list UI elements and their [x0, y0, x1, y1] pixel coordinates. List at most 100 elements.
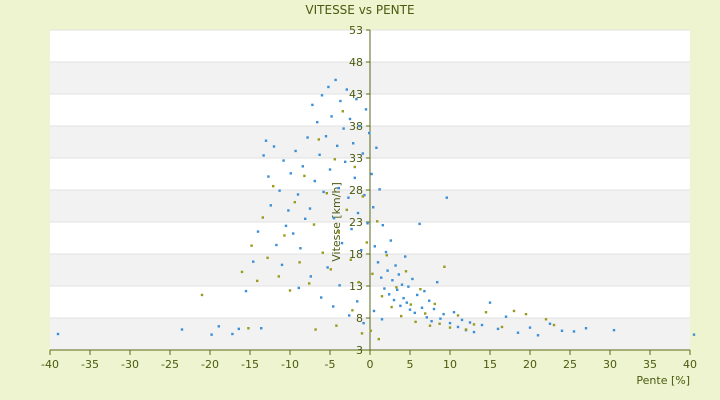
data-point-blue: [430, 320, 433, 323]
data-point-blue: [336, 144, 339, 148]
data-point-olive: [298, 261, 301, 264]
data-point-blue: [280, 263, 284, 267]
data-point-olive: [385, 254, 388, 257]
data-point-blue: [330, 115, 333, 118]
data-point-blue: [386, 269, 389, 272]
data-point-blue: [560, 329, 564, 332]
data-point-olive: [250, 244, 253, 247]
x-axis-title: Pente [%]: [636, 374, 690, 387]
data-point-olive: [333, 158, 336, 161]
x-tick-label: -20: [201, 358, 219, 371]
data-point-olive: [335, 324, 338, 327]
data-point-blue: [272, 145, 276, 148]
data-point-blue: [418, 222, 421, 226]
data-point-blue: [404, 255, 407, 258]
data-point-blue: [472, 330, 476, 334]
data-point-blue: [332, 216, 336, 220]
data-point-blue: [356, 211, 360, 215]
data-point-blue: [396, 288, 399, 292]
data-point-blue: [397, 273, 400, 276]
data-point-olive: [419, 288, 422, 291]
x-tick-label: 0: [367, 358, 374, 371]
data-point-olive: [303, 174, 306, 178]
data-point-blue: [267, 175, 270, 178]
data-point-olive: [464, 328, 468, 331]
data-point-blue: [376, 261, 380, 264]
data-point-blue: [383, 287, 386, 290]
data-point-blue: [244, 289, 248, 293]
data-point-blue: [372, 309, 376, 313]
data-point-blue: [297, 286, 300, 290]
data-point-blue: [378, 188, 381, 191]
data-point-blue: [318, 153, 321, 156]
data-point-olive: [325, 192, 328, 195]
data-point-blue: [364, 108, 368, 111]
x-tick-label: 10: [443, 358, 457, 371]
data-point-blue: [180, 328, 184, 331]
data-point-olive: [390, 305, 393, 309]
data-point-blue: [584, 327, 588, 330]
data-point-olive: [351, 309, 354, 312]
y-tick-label: 33: [349, 152, 363, 165]
data-point-olive: [314, 328, 317, 331]
data-point-blue: [413, 311, 416, 315]
data-point-blue: [572, 330, 576, 333]
data-point-blue: [420, 306, 424, 309]
y-tick-label: 48: [349, 56, 363, 69]
data-point-blue: [375, 146, 378, 149]
data-point-blue: [612, 328, 616, 332]
data-point-blue: [275, 243, 278, 247]
data-point-blue: [432, 307, 436, 311]
data-point-blue: [345, 88, 348, 91]
data-point-blue: [361, 152, 364, 155]
data-point-blue: [282, 159, 285, 162]
chart-title: VITESSE vs PENTE: [305, 3, 414, 17]
data-point-blue: [456, 325, 460, 329]
data-point-olive: [443, 265, 446, 268]
data-point-blue: [332, 305, 335, 308]
data-point-blue: [353, 176, 356, 180]
data-point-olive: [376, 220, 379, 223]
data-point-blue: [439, 317, 442, 320]
data-point-blue: [360, 248, 363, 252]
data-point-olive: [552, 323, 556, 327]
data-point-blue: [342, 127, 345, 130]
data-point-olive: [404, 270, 408, 273]
data-point-olive: [272, 184, 275, 188]
data-point-olive: [200, 293, 204, 297]
data-point-blue: [269, 204, 272, 207]
y-tick-label: 43: [349, 88, 363, 101]
data-point-olive: [337, 231, 340, 234]
data-point-olive: [360, 332, 364, 335]
data-point-blue: [306, 136, 309, 139]
data-point-blue: [452, 311, 456, 314]
data-point-blue: [399, 304, 402, 308]
data-point-blue: [394, 264, 397, 267]
y-tick-label: 13: [349, 280, 363, 293]
data-point-olive: [261, 216, 264, 219]
data-point-olive: [240, 270, 244, 274]
data-point-olive: [293, 200, 296, 204]
data-point-olive: [266, 256, 269, 260]
data-point-olive: [288, 289, 292, 292]
data-point-blue: [425, 316, 428, 319]
data-point-blue: [260, 327, 263, 330]
data-point-blue: [344, 160, 347, 164]
data-point-blue: [536, 334, 540, 337]
data-point-blue: [309, 275, 312, 278]
data-point-olive: [365, 241, 368, 244]
data-point-blue: [423, 289, 426, 293]
data-point-blue: [350, 227, 353, 231]
data-point-blue: [299, 247, 302, 250]
data-point-blue: [289, 172, 292, 175]
data-point-blue: [448, 321, 452, 325]
y-tick-label: 18: [349, 248, 363, 261]
data-point-olive: [414, 320, 417, 324]
data-point-blue: [56, 332, 60, 336]
data-point-olive: [438, 322, 441, 325]
x-tick-label: -40: [41, 358, 59, 371]
x-tick-label: -30: [121, 358, 139, 371]
data-point-olive: [409, 303, 412, 306]
data-point-blue: [488, 301, 492, 304]
